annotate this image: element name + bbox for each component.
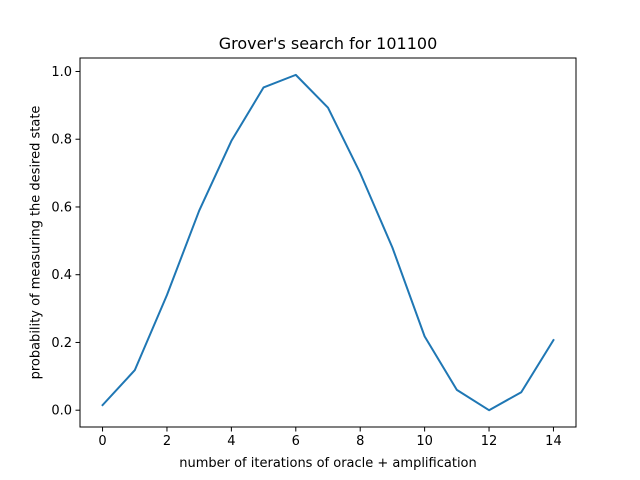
y-tick-label: 0.6 (51, 200, 72, 215)
x-tick-label: 0 (98, 434, 106, 449)
y-tick-label: 0.4 (51, 268, 72, 283)
plot-area: 0 2 4 6 8 10 12 14 0.0 0.2 0.4 0.6 0.8 1.0 (51, 57, 577, 449)
series-line-0 (101, 73, 555, 412)
y-tick-label: 0.0 (51, 404, 72, 419)
y-tick-label: 0.8 (51, 133, 72, 148)
x-tick-label: 10 (416, 434, 433, 449)
y-tick-label: 0.2 (51, 336, 72, 351)
x-tick-label: 14 (545, 434, 562, 449)
axes-frame (79, 57, 577, 428)
chart-title: Grover's search for 101100 (219, 34, 438, 53)
x-tick-label: 12 (481, 434, 498, 449)
x-axis-label: number of iterations of oracle + amplifi… (179, 456, 477, 471)
y-axis-label: probability of measuring the desired sta… (29, 106, 44, 380)
y-tick-label: 1.0 (51, 65, 72, 80)
x-tick-label: 6 (292, 434, 300, 449)
x-tick-label: 4 (227, 434, 235, 449)
x-tick-label: 8 (356, 434, 364, 449)
x-tick-label: 2 (163, 434, 171, 449)
